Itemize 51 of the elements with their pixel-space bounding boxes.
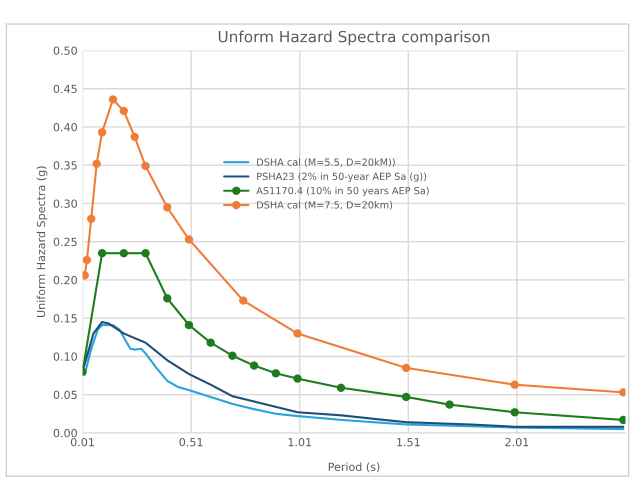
- y-tick-label: 0.25: [54, 238, 77, 246]
- point: [239, 296, 248, 305]
- y-tick-label: 0.20: [54, 276, 77, 284]
- point: [130, 132, 139, 142]
- point: [336, 384, 346, 392]
- point: [402, 364, 410, 372]
- point: [206, 338, 215, 347]
- y-tick-label: 0.40: [54, 122, 77, 132]
- x-tick-label: 1.01: [288, 438, 312, 446]
- point: [293, 329, 302, 338]
- point: [108, 95, 118, 104]
- legend-label: DSHA cal (M=5.5, D=20kM)): [257, 158, 395, 167]
- point: [120, 106, 128, 116]
- point: [272, 369, 280, 378]
- legend-label: PSHA23 (2% in 50-year AEP Sa (g)): [257, 172, 426, 182]
- point: [250, 361, 258, 370]
- point: [98, 128, 106, 137]
- y-tick-label: 0.10: [54, 352, 77, 361]
- point: [163, 294, 172, 302]
- chart-title: Unform Hazard Spectra comparison: [218, 30, 490, 46]
- point: [510, 380, 519, 389]
- point: [141, 249, 150, 258]
- x-tick-label: 1.51: [397, 438, 420, 446]
- point: [184, 235, 194, 244]
- x-axis-title: Period (s): [328, 462, 380, 472]
- point: [293, 374, 302, 383]
- y-axis-title: Uniform Hazard Spectra (g): [36, 166, 48, 317]
- y-tick-label: 0.00: [54, 428, 77, 438]
- point: [510, 408, 519, 416]
- x-tick-label: 2.01: [505, 438, 528, 446]
- y-tick-label: 0.50: [54, 46, 77, 55]
- point: [87, 214, 96, 223]
- point: [445, 400, 454, 409]
- point: [163, 203, 172, 212]
- y-tick-label: 0.15: [54, 314, 77, 323]
- y-tick-label: 0.45: [54, 84, 77, 94]
- legend-label: DSHA cal (M=7.5, D=20km): [257, 201, 392, 210]
- point: [402, 392, 410, 402]
- point: [228, 351, 237, 360]
- point: [184, 320, 194, 330]
- y-tick-label: 0.05: [54, 390, 77, 400]
- point: [98, 249, 106, 258]
- x-tick-label: 0.51: [180, 438, 202, 446]
- point: [120, 249, 128, 258]
- x-tick-label: 0.01: [70, 438, 94, 446]
- y-tick-label: 0.30: [54, 199, 77, 208]
- point: [92, 160, 101, 168]
- point: [82, 256, 92, 264]
- point: [141, 162, 150, 170]
- legend-label: AS1170.4 (10% in 50 years AEP Sa): [256, 186, 429, 196]
- y-tick-label: 0.35: [54, 161, 77, 170]
